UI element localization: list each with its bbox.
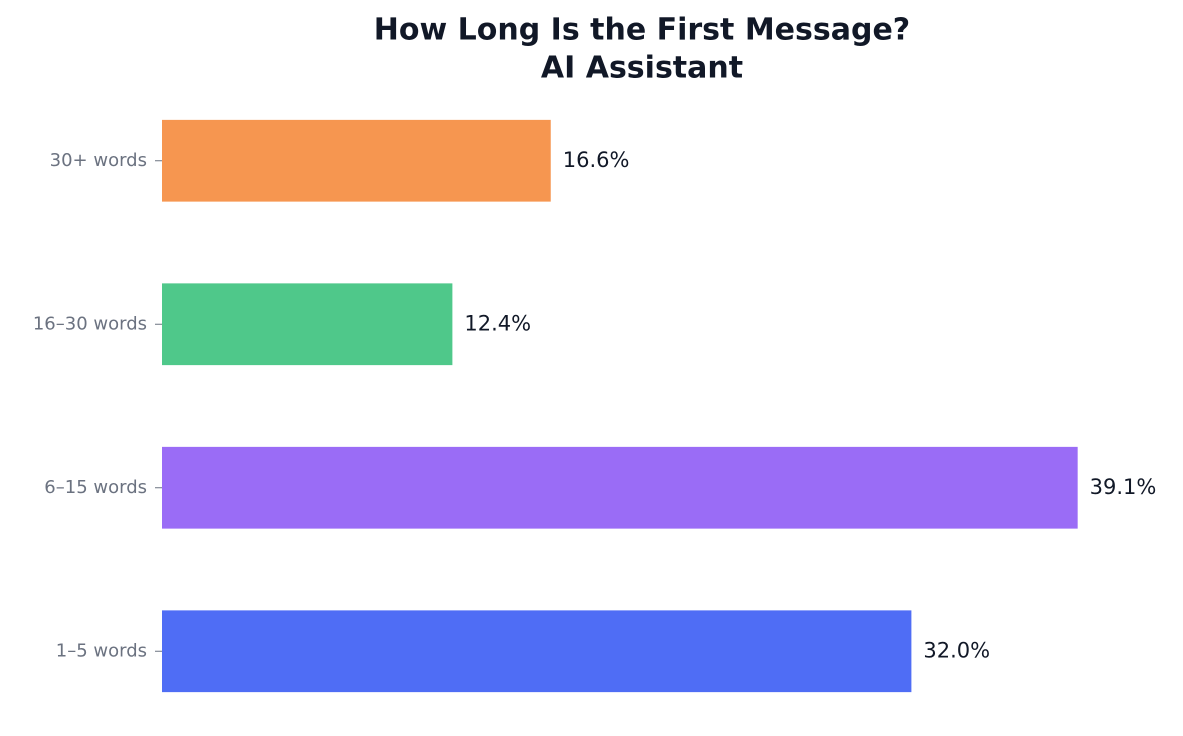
value-label: 39.1% [1090, 475, 1157, 499]
y-tick-label: 16–30 words [33, 313, 147, 334]
value-label: 12.4% [464, 311, 531, 335]
value-label: 16.6% [563, 148, 630, 172]
bar [162, 610, 912, 693]
y-tick-label: 1–5 words [56, 640, 147, 661]
chart-subtitle: AI Assistant [541, 51, 743, 86]
chart-title: How Long Is the First Message? [374, 13, 910, 48]
y-tick-label: 30+ words [50, 150, 147, 171]
bar [162, 119, 551, 202]
bar [162, 446, 1078, 529]
y-tick-label: 6–15 words [44, 477, 147, 498]
value-label: 32.0% [923, 638, 990, 662]
bar [162, 283, 453, 366]
